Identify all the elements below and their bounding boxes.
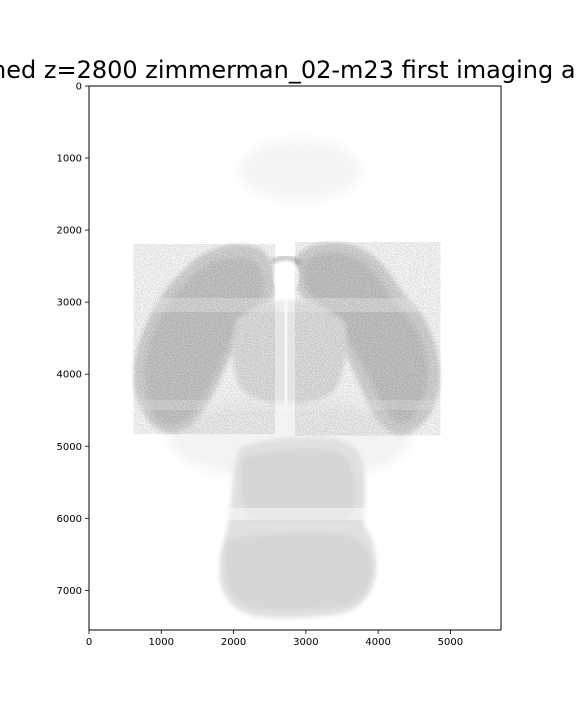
x-tick-label: 1000: [149, 637, 174, 648]
brain-image: [133, 140, 441, 619]
x-tick-label: 4000: [365, 637, 390, 648]
chart-title-text: ned z=2800 zimmerman_02-m23 first imagin…: [0, 56, 576, 84]
y-tick-label: 1000: [57, 154, 82, 165]
y-tick-label: 4000: [57, 370, 82, 381]
ventricle: [272, 263, 300, 298]
y-tick-label: 7000: [57, 586, 82, 597]
x-axis: 0 1000 2000 3000 4000 5000: [86, 630, 463, 648]
y-tick-label: 3000: [57, 298, 82, 309]
x-tick-label: 3000: [293, 637, 318, 648]
y-tick-label: 6000: [57, 514, 82, 525]
y-tick-label: 5000: [57, 442, 82, 453]
y-axis: 0 1000 2000 3000 4000 5000 6000 7000: [57, 82, 89, 597]
axes-frame: [88, 85, 502, 631]
chart-title: ned z=2800 zimmerman_02-m23 first imagin…: [0, 56, 576, 88]
x-tick-label: 2000: [221, 637, 246, 648]
y-tick-label: 0: [76, 82, 82, 93]
cerebellum: [219, 437, 377, 619]
y-tick-label: 2000: [57, 226, 82, 237]
x-tick-label: 0: [86, 637, 92, 648]
x-tick-label: 5000: [438, 637, 463, 648]
midbrain: [232, 300, 347, 406]
